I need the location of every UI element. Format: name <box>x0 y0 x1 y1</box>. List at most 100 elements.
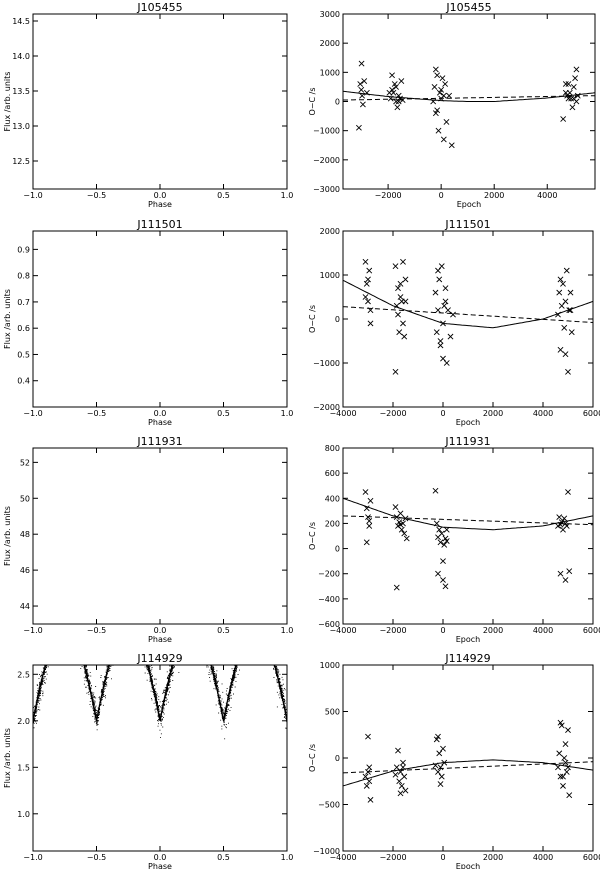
oc-point <box>556 514 563 521</box>
oc-point <box>565 95 572 102</box>
oc-point <box>366 267 373 274</box>
oc-point <box>395 98 402 105</box>
oc-point <box>441 541 448 548</box>
oc-point <box>569 104 576 111</box>
x-tick-label: 0 <box>439 191 444 200</box>
oc-point <box>557 719 564 726</box>
x-axis-label: Phase <box>148 635 172 644</box>
oc-point <box>568 329 575 336</box>
oc-point <box>394 104 401 111</box>
x-tick-label: 0 <box>440 626 445 635</box>
oc-point <box>565 368 571 375</box>
panel-title: J105455 <box>136 1 182 14</box>
y-tick-label: 12.5 <box>12 157 30 166</box>
x-tick-label: −4000 <box>329 409 356 418</box>
oc-point <box>440 92 447 99</box>
oc-point <box>568 95 575 102</box>
y-tick-label: 0.5 <box>17 350 30 359</box>
x-tick-label: −1.0 <box>23 191 42 200</box>
oc-point <box>561 515 568 522</box>
oc-point <box>565 81 572 87</box>
x-tick-label: −1.0 <box>23 626 42 635</box>
y-tick-label: 0.6 <box>17 324 30 333</box>
panel-title: J111931 <box>444 435 490 448</box>
oc-point <box>573 66 580 73</box>
oc-point <box>435 769 441 775</box>
y-tick-label: 500 <box>325 708 340 717</box>
x-tick-label: −0.5 <box>87 626 106 635</box>
y-axis-label: Flux /arb. units <box>3 72 12 132</box>
x-tick-label: −2000 <box>375 191 402 200</box>
mean-flux-curve <box>33 665 287 721</box>
oc-point <box>435 570 441 577</box>
oc-point <box>393 83 399 90</box>
x-tick-label: 1.0 <box>281 191 294 200</box>
panel-lc2: −1.0 −0.5 0.0 0.5 1.0 0.4 0.5 0.6 0.7 0.8 0.9 J1115… <box>3 218 293 427</box>
x-tick-label: 6000 <box>583 626 600 635</box>
x-tick-label: −1.0 <box>23 853 42 862</box>
oc-point <box>400 759 406 766</box>
x-tick-label: 0.5 <box>217 853 230 862</box>
oc-point <box>393 764 400 771</box>
x-tick-label: −4000 <box>329 626 356 635</box>
x-tick-label: 0.0 <box>154 191 167 200</box>
oc-point <box>442 583 449 590</box>
y-axis-label: O−C /s <box>308 522 317 550</box>
y-tick-label: 0 <box>335 98 340 107</box>
x-tick-label: 1.0 <box>281 853 294 862</box>
oc-point <box>567 289 574 296</box>
y-tick-label: 2000 <box>320 39 340 48</box>
oc-point <box>446 92 453 99</box>
oc-point <box>362 258 369 265</box>
y-axis-label: Flux /arb. units <box>3 506 12 566</box>
y-tick-label: 3000 <box>320 10 340 19</box>
oc-point <box>445 307 451 314</box>
y-tick-label: −400 <box>318 595 340 604</box>
oc-point <box>361 78 368 85</box>
oc-point <box>556 289 563 296</box>
oc-point <box>440 136 447 143</box>
panel-title: J114929 <box>444 652 490 665</box>
oc-point <box>448 142 455 149</box>
plot-frame <box>342 447 594 625</box>
plot-area <box>343 60 595 149</box>
x-tick-label: 4000 <box>533 853 553 862</box>
oc-point <box>397 280 404 287</box>
x-axis-label: Epoch <box>456 635 481 644</box>
oc-point <box>365 733 371 740</box>
oc-point <box>396 778 403 785</box>
x-tick-label: −0.5 <box>87 853 106 862</box>
x-tick-label: 0.0 <box>154 626 167 635</box>
y-tick-label: 1000 <box>320 271 340 280</box>
oc-point <box>558 302 565 309</box>
y-axis-label: Flux /arb. units <box>3 728 12 788</box>
oc-point <box>393 98 399 105</box>
linear-fit-line <box>343 515 593 526</box>
oc-point <box>432 487 439 494</box>
plot-frame <box>32 230 288 408</box>
y-tick-label: −2000 <box>313 403 340 412</box>
oc-point <box>366 764 373 771</box>
oc-point <box>393 584 400 591</box>
oc-point <box>395 285 401 292</box>
oc-point <box>557 276 564 283</box>
oc-point <box>397 510 404 517</box>
oc-point <box>440 558 446 565</box>
y-axis-label: O−C /s <box>308 744 317 772</box>
y-tick-label: 0.9 <box>17 245 30 254</box>
oc-point <box>402 276 409 283</box>
oc-point <box>437 539 444 546</box>
oc-point <box>440 355 446 362</box>
x-axis-label: Phase <box>148 418 172 427</box>
oc-point <box>400 320 406 327</box>
y-tick-label: 52 <box>20 458 30 467</box>
oc-point <box>443 538 450 544</box>
oc-point <box>572 75 579 82</box>
y-tick-label: −1000 <box>313 359 340 368</box>
oc-point <box>436 89 443 96</box>
oc-point <box>366 778 373 785</box>
oc-point <box>363 280 370 287</box>
panel-title: J114929 <box>136 652 182 665</box>
oc-point <box>450 311 456 318</box>
